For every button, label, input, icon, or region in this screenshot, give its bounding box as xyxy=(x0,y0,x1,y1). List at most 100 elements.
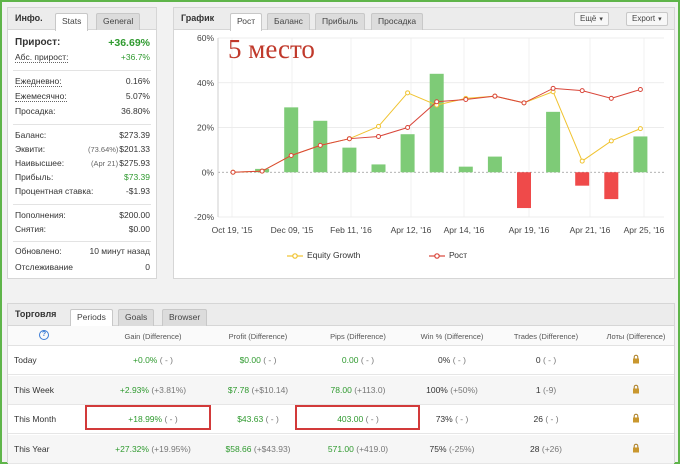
chevron-down-icon: ▾ xyxy=(658,16,662,23)
info-icon[interactable]: ? xyxy=(39,330,49,340)
abs-gain-row: Абс. прирост: +36.7% xyxy=(15,52,150,65)
info-panel: Инфо. Stats General Прирост: +36.69% Абс… xyxy=(7,7,157,279)
chevron-down-icon: ▾ xyxy=(599,16,603,23)
cell-gain: +0.0% ( - ) xyxy=(103,355,203,365)
data-point xyxy=(637,86,643,92)
tab-general[interactable]: General xyxy=(96,13,141,30)
equity-value: $201.33 xyxy=(119,144,150,154)
daily-row: Ежедневно: 0.16% xyxy=(15,76,150,89)
monthly-row: Ежемесячно: 5.07% xyxy=(15,91,150,104)
highlight-box-gain xyxy=(85,405,211,430)
column-header-lots[interactable]: Лоты (Difference) xyxy=(606,332,666,341)
column-header-gain[interactable]: Gain (Difference) xyxy=(124,332,182,341)
separator xyxy=(13,241,151,242)
legend-growth-label: Рост xyxy=(449,250,468,260)
y-tick-label: 60% xyxy=(197,33,214,43)
tab-browser[interactable]: Browser xyxy=(162,309,208,326)
column-header-win[interactable]: Win % (Difference) xyxy=(420,332,484,341)
deposits-label: Пополнения: xyxy=(15,210,66,220)
cell-win: 75% (-25%) xyxy=(408,444,496,454)
x-tick-label: Apr 14, '16 xyxy=(444,225,485,235)
tab-growth[interactable]: Рост xyxy=(230,13,263,31)
highest-label: Наивысшее: xyxy=(15,158,65,168)
tab-profit[interactable]: Прибыль xyxy=(315,13,365,30)
data-point xyxy=(492,93,498,99)
legend-equity-growth[interactable]: Equity Growth xyxy=(287,250,360,260)
data-point xyxy=(608,138,614,144)
profit-diff: (+$10.14) xyxy=(251,384,289,395)
pips-diff: ( - ) xyxy=(360,355,375,365)
gain-diff: (+19.95%) xyxy=(151,443,191,454)
trading-panel: Торговля Periods Goals Browser ? Gain (D… xyxy=(7,303,675,464)
lock-icon[interactable] xyxy=(632,443,640,453)
y-tick-label: 0% xyxy=(202,167,215,177)
cell-trades: 28 (+26) xyxy=(504,444,588,454)
tab-balance[interactable]: Баланс xyxy=(267,13,310,30)
cell-win: 0% ( - ) xyxy=(408,355,496,365)
cell-profit: $43.63 ( - ) xyxy=(208,414,308,424)
tracking-value: 0 xyxy=(145,262,150,272)
interest-row: Процентная ставка: -$1.93 xyxy=(15,186,150,199)
profit-diff: ( - ) xyxy=(263,355,277,365)
chart-bars xyxy=(255,73,648,209)
data-point xyxy=(579,88,585,94)
bar xyxy=(429,73,444,173)
tab-periods[interactable]: Periods xyxy=(70,309,113,327)
pips-diff: (+419.0) xyxy=(356,443,389,454)
lock-icon[interactable] xyxy=(632,384,640,394)
row-period-label: This Year xyxy=(14,443,50,454)
row-period-label: This Month xyxy=(14,414,57,424)
more-button[interactable]: Ещё ▾ xyxy=(574,12,609,26)
trades-value: 26 xyxy=(533,414,543,424)
tab-goals[interactable]: Goals xyxy=(118,309,155,326)
tab-stats[interactable]: Stats xyxy=(55,13,89,31)
withdrawals-row: Снятия: $0.00 xyxy=(15,224,150,237)
daily-value: 0.16% xyxy=(125,76,150,86)
tab-drawdown[interactable]: Просадка xyxy=(371,13,424,30)
gain-value: +2.93% xyxy=(119,384,149,395)
data-point xyxy=(521,100,527,106)
column-header-pips[interactable]: Pips (Difference) xyxy=(330,332,386,341)
trades-value: 28 xyxy=(530,443,540,454)
data-point xyxy=(405,125,411,130)
gain-diff: (+3.81%) xyxy=(151,384,187,395)
win-diff: ( - ) xyxy=(455,414,469,424)
gain-value: +27.32% xyxy=(115,443,149,454)
monthly-label[interactable]: Ежемесячно: xyxy=(15,91,67,102)
data-point xyxy=(608,95,614,101)
trading-panel-header: Торговля Periods Goals Browser xyxy=(8,304,674,327)
daily-label[interactable]: Ежедневно: xyxy=(15,76,62,87)
lock-icon[interactable] xyxy=(632,413,640,423)
separator xyxy=(13,70,151,71)
data-point xyxy=(230,169,236,175)
column-header-profit[interactable]: Profit (Difference) xyxy=(228,332,288,341)
legend-growth[interactable]: Рост xyxy=(429,250,467,260)
export-button[interactable]: Export ▾ xyxy=(626,12,668,26)
trades-diff: ( - ) xyxy=(545,414,559,424)
data-point xyxy=(346,136,352,142)
balance-value: $273.39 xyxy=(119,130,150,140)
growth-chart[interactable]: 60% 40% 20% 0% -20% Oct 19, '15 Dec 09, '15 Fe… xyxy=(174,30,674,245)
gain-value: +36.69% xyxy=(108,37,150,49)
cell-win: 73% ( - ) xyxy=(408,414,496,424)
column-header-trades[interactable]: Trades (Difference) xyxy=(513,332,579,341)
profit-value: $73.39 xyxy=(124,172,150,182)
data-point xyxy=(317,142,323,148)
win-diff: ( - ) xyxy=(452,355,466,365)
cell-profit: $58.66 (+$43.93) xyxy=(208,444,308,454)
equity-row: Эквити: (73.64%) $201.33 xyxy=(15,144,150,157)
updated-label: Обновлено: xyxy=(15,246,62,256)
updated-row: Обновлено: 10 минут назад xyxy=(15,246,150,259)
data-point xyxy=(376,123,381,129)
bar xyxy=(604,172,619,200)
cell-pips: 571.00 (+419.0) xyxy=(308,444,408,454)
lock-icon[interactable] xyxy=(632,354,640,364)
cell-gain: +2.93% (+3.81%) xyxy=(103,385,203,395)
updated-value: 10 минут назад xyxy=(89,246,150,256)
cell-trades: 0 ( - ) xyxy=(504,355,588,365)
pips-diff: ( - ) xyxy=(365,414,379,424)
x-tick-label: Apr 12, '16 xyxy=(391,225,432,235)
more-button-label: Ещё xyxy=(580,14,597,23)
abs-gain-label[interactable]: Абс. прирост: xyxy=(15,52,69,63)
y-axis-labels: 60% 40% 20% 0% -20% xyxy=(194,33,214,222)
